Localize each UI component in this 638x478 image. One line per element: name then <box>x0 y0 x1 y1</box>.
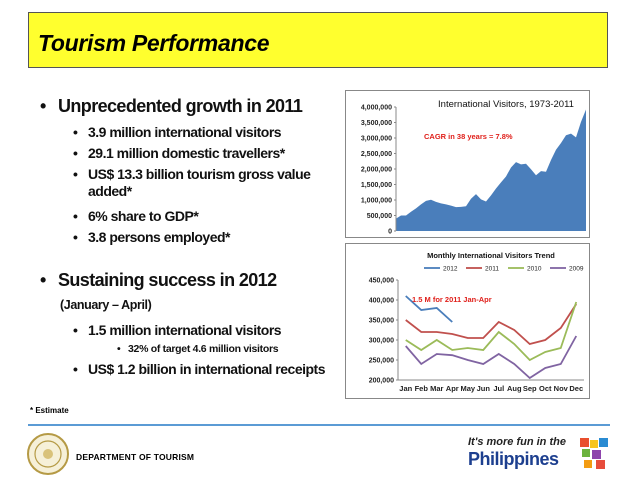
area <box>396 109 586 231</box>
slide-title: Tourism Performance <box>38 30 270 56</box>
chart-title: International Visitors, 1973-2011 <box>438 99 574 110</box>
y-tick-label: 450,000 <box>369 278 394 285</box>
y-tick-label: 4,000,000 <box>361 105 392 112</box>
y-tick-label: 350,000 <box>369 318 394 325</box>
y-tick-label: 3,500,000 <box>361 120 392 127</box>
series-line <box>405 301 578 362</box>
x-tick-label: May <box>460 384 475 393</box>
x-tick-label: Nov <box>554 384 569 393</box>
bullet-heading: Unprecedented growth in 2011 <box>40 96 303 117</box>
annotation: 1.5 M for 2011 Jan-Apr <box>412 295 492 304</box>
seal-logo <box>27 433 69 475</box>
bullet-item: 1.5 million international visitors <box>73 322 282 339</box>
area-chart: 0 500,000 1,000,000 1,500,000 2,000,000 2,500… <box>345 90 590 238</box>
title-bar <box>28 12 608 68</box>
x-tick-label: Mar <box>430 384 443 393</box>
bullet-note: (January – April) <box>60 298 152 312</box>
series-line <box>405 303 578 345</box>
slogan: It's more fun in the <box>468 436 566 448</box>
legend-label: 2012 <box>443 266 458 273</box>
annotation: CAGR in 38 years = 7.8% <box>424 132 513 141</box>
slogan-brand: Philippines <box>468 449 559 469</box>
footnote: * Estimate <box>30 406 69 415</box>
chart-title: Monthly International Visitors Trend <box>427 251 555 260</box>
x-tick-label: Sep <box>523 384 537 393</box>
y-tick-label: 1,000,000 <box>361 198 392 205</box>
legend-label: 2011 <box>485 266 499 273</box>
x-tick-label: Apr <box>446 384 459 393</box>
y-tick-label: 400,000 <box>369 298 394 305</box>
y-tick-label: 300,000 <box>369 338 394 345</box>
y-tick-label: 2,000,000 <box>361 167 392 174</box>
legend-label: 2010 <box>527 266 542 273</box>
x-tick-label: Dec <box>569 384 583 393</box>
x-tick-label: Aug <box>507 384 522 393</box>
y-tick-label: 2,500,000 <box>361 151 392 158</box>
bullet-item: 3.9 million international visitors <box>73 124 282 141</box>
line-chart: 200,000 250,000 300,000 350,000 400,000 450,0… <box>345 243 590 399</box>
department-name: DEPARTMENT OF TOURISM <box>76 452 195 462</box>
x-tick-label: Jun <box>477 384 491 393</box>
bullet-heading: Sustaining success in 2012 <box>40 270 277 291</box>
y-tick-label: 1,500,000 <box>361 182 392 189</box>
bullet-item: 6% share to GDP* <box>73 208 199 225</box>
bullet-item: 3.8 persons employed* <box>73 229 231 246</box>
brand-icon <box>580 438 608 469</box>
y-tick-label: 200,000 <box>369 378 394 385</box>
x-tick-label: Oct <box>539 384 552 393</box>
series-line <box>405 295 453 323</box>
x-tick-label: Feb <box>415 384 429 393</box>
bullet-subitem: 32% of target 4.6 million visitors <box>117 343 279 355</box>
bullet-item: US$ 13.3 billion tourism gross value add… <box>73 166 313 200</box>
legend-label: 2009 <box>569 266 584 273</box>
y-tick-label: 500,000 <box>367 213 392 220</box>
bullet-item: US$ 1.2 billion in international receipt… <box>73 361 328 378</box>
y-tick-label: 250,000 <box>369 358 394 365</box>
x-tick-label: Jan <box>399 384 412 393</box>
bullet-item: 29.1 million domestic travellers* <box>73 145 285 162</box>
y-tick-label: 0 <box>388 229 392 236</box>
footer-rule <box>28 424 610 426</box>
y-tick-label: 3,000,000 <box>361 136 392 143</box>
x-tick-label: Jul <box>493 384 504 393</box>
series-line <box>405 335 578 380</box>
